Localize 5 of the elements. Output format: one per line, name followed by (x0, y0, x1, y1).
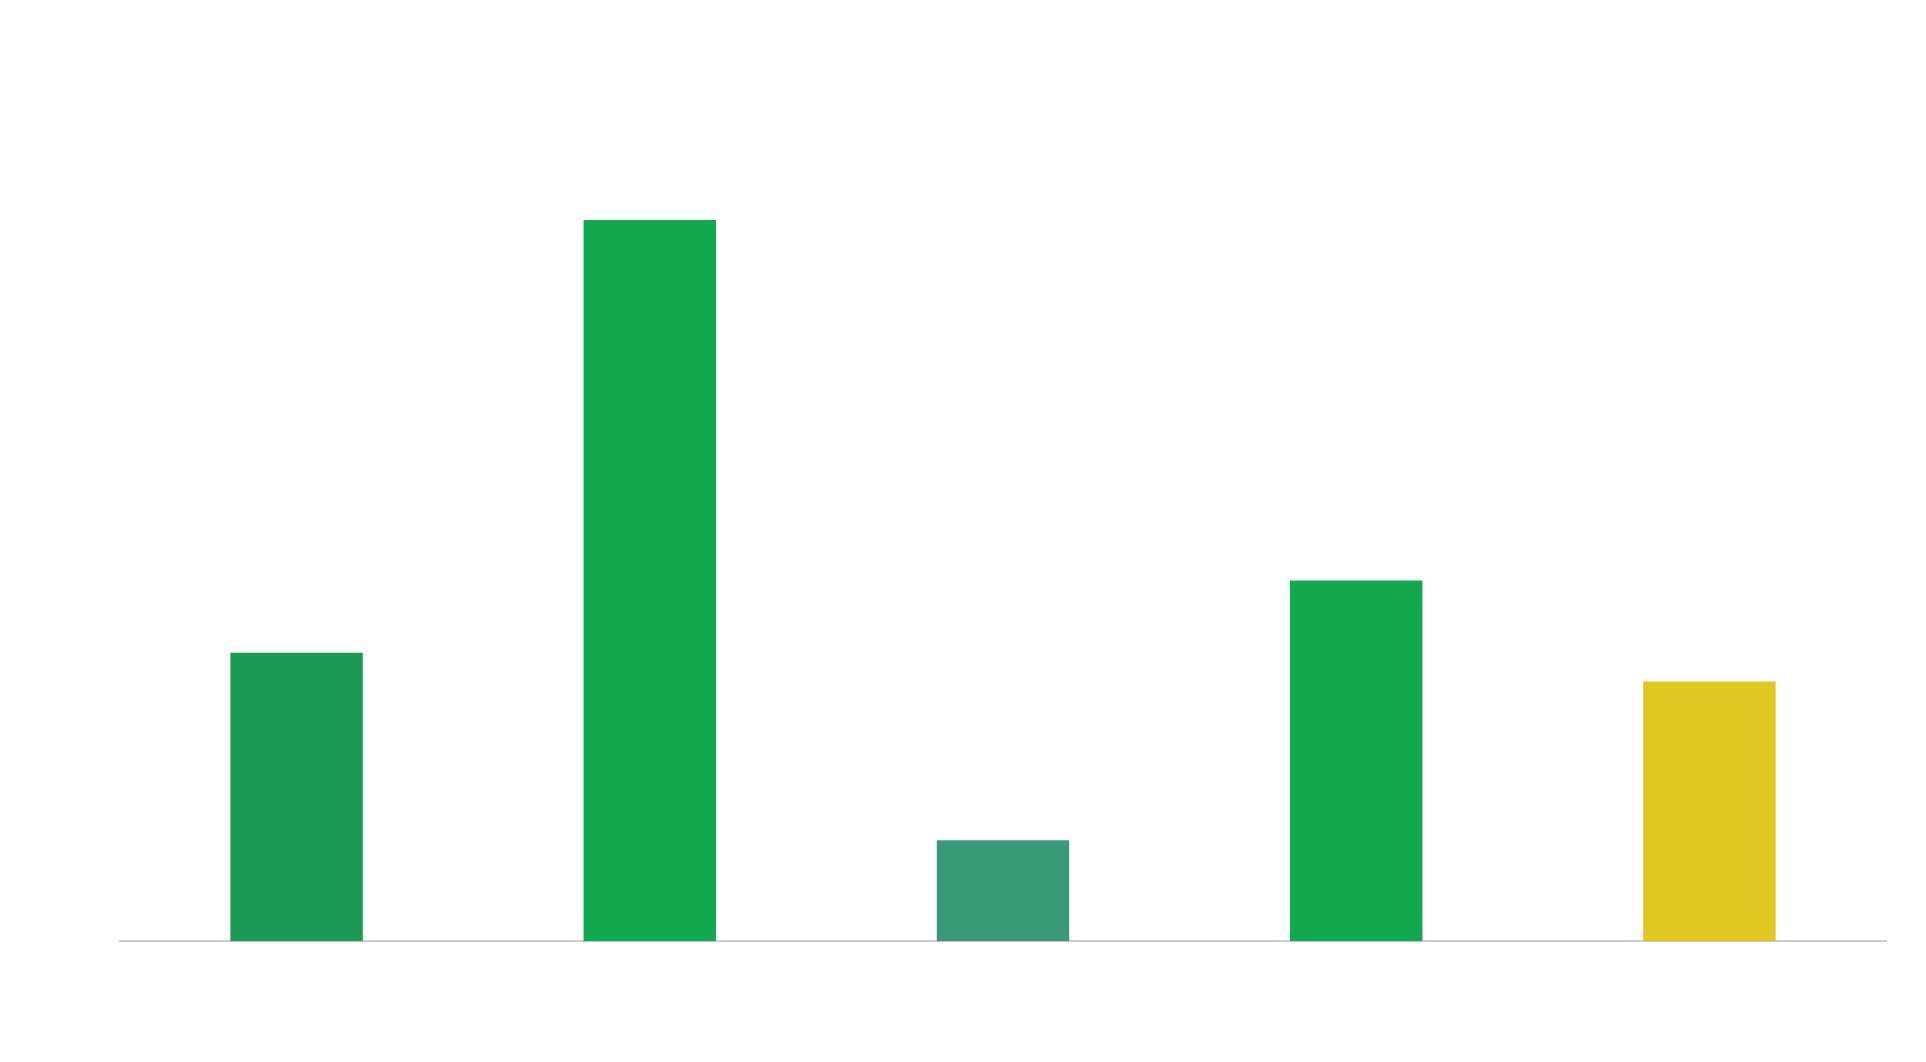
bar (1289, 580, 1423, 942)
bar (230, 652, 363, 942)
bar (583, 220, 717, 942)
bar (1643, 681, 1776, 942)
bar (936, 840, 1070, 942)
